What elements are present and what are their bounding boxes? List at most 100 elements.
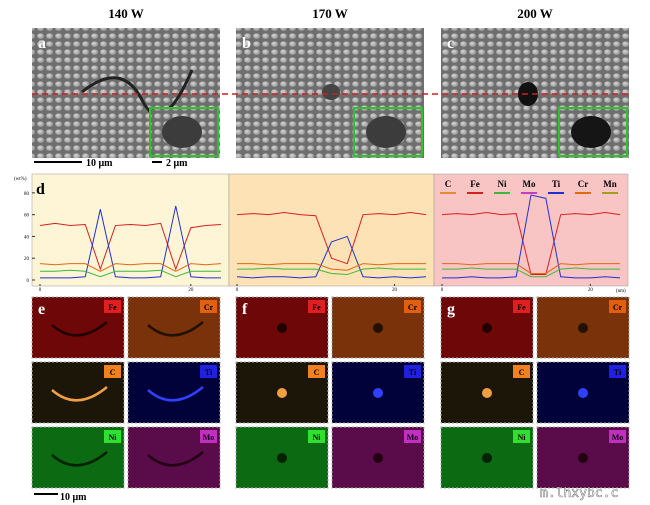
panel-label: d <box>36 181 45 198</box>
element-box <box>308 430 325 443</box>
element-label: Cr <box>204 303 214 312</box>
legend-label: C <box>445 179 452 189</box>
watermark: m.lhxybc.c <box>540 486 618 501</box>
element-box <box>104 365 121 378</box>
x-tick-label: 20 <box>188 288 194 293</box>
element-box <box>104 300 121 313</box>
scale-label: 2 μm <box>166 158 188 169</box>
line-Ni <box>40 269 221 278</box>
element-box <box>200 300 217 313</box>
legend-label: Ni <box>498 179 507 189</box>
element-box <box>609 300 626 313</box>
panel-title: 140 W <box>108 6 144 21</box>
element-label: Ti <box>614 368 622 377</box>
element-label: Fe <box>517 303 526 312</box>
map-feature <box>277 388 287 398</box>
map-feature <box>51 321 108 337</box>
inset-feature <box>571 116 611 148</box>
map-feature <box>373 388 383 398</box>
element-label: Cr <box>613 303 623 312</box>
inset-feature <box>162 116 202 148</box>
element-label: Mo <box>203 433 215 442</box>
element-label: Ni <box>109 433 118 442</box>
line-Ni <box>237 267 426 276</box>
element-label: Fe <box>108 303 117 312</box>
eds-map <box>31 296 125 359</box>
line-Ni <box>442 267 620 278</box>
x-tick-label: 0 <box>236 288 239 293</box>
element-box <box>513 365 530 378</box>
element-box <box>404 430 421 443</box>
map-feature <box>51 451 108 467</box>
element-box <box>609 430 626 443</box>
line-Cr <box>237 263 426 271</box>
panel-label: e <box>38 301 45 318</box>
map-feature <box>482 453 492 463</box>
legend-label: Mo <box>523 179 536 189</box>
element-label: C <box>519 368 525 377</box>
y-axis-label: (wt%) <box>14 177 27 182</box>
line-Fe <box>236 211 427 265</box>
panel-title: 170 W <box>312 6 348 21</box>
element-label: Fe <box>312 303 321 312</box>
element-box <box>200 365 217 378</box>
line-Ti <box>40 205 221 279</box>
legend-label: Mn <box>603 179 617 189</box>
element-box <box>609 365 626 378</box>
panel-label: c <box>447 35 454 52</box>
map-feature <box>373 323 383 333</box>
element-label: Ni <box>518 433 527 442</box>
map-feature <box>277 323 287 333</box>
element-label: Ti <box>205 368 213 377</box>
panel-label: b <box>242 35 251 52</box>
element-label: Mo <box>612 433 624 442</box>
y-tick-label: 80 <box>24 192 30 197</box>
element-box <box>104 430 121 443</box>
element-box <box>404 365 421 378</box>
y-tick-label: 0 <box>27 279 30 284</box>
x-tick-label: 0 <box>39 288 42 293</box>
panel-label: g <box>447 301 455 318</box>
element-label: C <box>314 368 320 377</box>
x-tick-label: 0 <box>441 288 444 293</box>
x-axis-label: (nm) <box>616 289 626 294</box>
y-tick-label: 20 <box>24 257 30 262</box>
map-feature <box>482 323 492 333</box>
map-feature <box>578 323 588 333</box>
crack <box>81 69 194 117</box>
inset-feature <box>366 116 406 148</box>
map-feature <box>147 321 204 337</box>
map-feature <box>482 388 492 398</box>
element-label: Ni <box>313 433 322 442</box>
line-Fe <box>441 211 621 276</box>
line-Cr <box>39 263 222 272</box>
element-box <box>513 300 530 313</box>
panel-label: a <box>38 35 46 52</box>
particle <box>322 84 340 100</box>
map-feature <box>578 388 588 398</box>
element-box <box>513 430 530 443</box>
legend-label: Ti <box>552 179 561 189</box>
segment-bg <box>228 173 435 287</box>
element-box <box>308 365 325 378</box>
map-feature <box>277 453 287 463</box>
segment-bg <box>31 173 230 287</box>
panel-label: f <box>242 301 248 318</box>
x-tick-label: 20 <box>588 288 594 293</box>
line-Ti <box>442 194 621 279</box>
legend-label: Fe <box>470 179 480 189</box>
element-box <box>404 300 421 313</box>
map-feature <box>51 386 108 402</box>
scale-label: 10 μm <box>86 158 113 169</box>
panel-title: 200 W <box>517 6 553 21</box>
element-box <box>200 430 217 443</box>
element-box <box>308 300 325 313</box>
line-Ti <box>236 235 427 279</box>
element-label: Ti <box>409 368 417 377</box>
legend-label: Cr <box>578 179 589 189</box>
scale-label: 10 μm <box>60 492 87 503</box>
element-label: Mo <box>407 433 419 442</box>
line-Cr <box>442 263 620 274</box>
line-Fe <box>39 222 222 271</box>
